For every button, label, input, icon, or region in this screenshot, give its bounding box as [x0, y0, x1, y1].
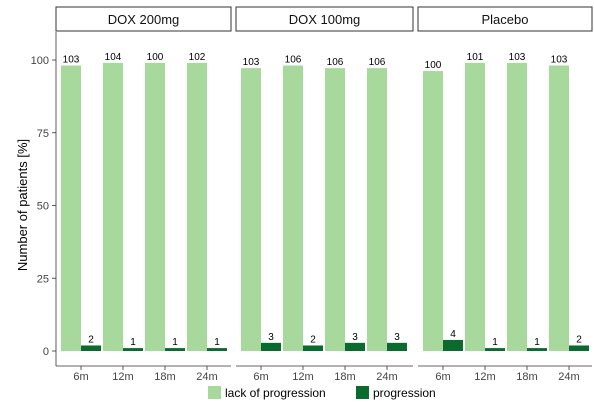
- data-label-progression: 1: [172, 337, 178, 348]
- bar-lack-of-progression: [187, 62, 207, 351]
- facet-panel: DOX 100mg 103 3 6m 106 2 12m 106 3 18m 106 3 24m: [235, 6, 414, 383]
- bar-lack-of-progression: [325, 68, 345, 351]
- x-tick-label: 6m: [435, 371, 450, 383]
- y-axis: 0 25 50 75 100: [31, 32, 57, 366]
- bar-lack-of-progression: [145, 62, 165, 351]
- bar-progression: [485, 348, 505, 351]
- x-tick-label: 18m: [516, 371, 537, 383]
- data-label-progression: 1: [534, 337, 540, 348]
- bar-progression: [303, 345, 323, 351]
- facet-strip: [417, 6, 593, 32]
- data-label-progression: 2: [310, 334, 316, 345]
- facet-panel: DOX 200mg 103 2 6m 104 1 12m 100 1 18m 102 1 24m: [55, 6, 232, 383]
- data-label-progression: 3: [352, 332, 358, 343]
- data-label-lack-of-progression: 103: [243, 57, 260, 68]
- y-tick-label: 75: [37, 128, 49, 140]
- bar-progression: [123, 348, 143, 351]
- data-label-lack-of-progression: 100: [425, 60, 442, 71]
- legend-label-lack-of-progression: lack of progression: [225, 386, 326, 400]
- data-label-progression: 3: [394, 332, 400, 343]
- bar-progression: [387, 342, 407, 351]
- x-tick-label: 18m: [334, 371, 355, 383]
- data-label-progression: 1: [214, 337, 220, 348]
- bar-progression: [345, 342, 365, 351]
- data-label-lack-of-progression: 101: [467, 52, 484, 63]
- data-label-lack-of-progression: 106: [369, 57, 386, 68]
- data-label-progression: 1: [492, 337, 498, 348]
- legend-swatch-progression: [356, 386, 369, 399]
- bar-lack-of-progression: [507, 62, 527, 351]
- bar-lack-of-progression: [103, 62, 123, 351]
- data-label-lack-of-progression: 106: [285, 55, 302, 66]
- bar-lack-of-progression: [61, 65, 81, 352]
- bar-progression: [261, 342, 281, 351]
- data-label-lack-of-progression: 104: [105, 52, 122, 63]
- facet-title: Placebo: [482, 12, 529, 27]
- x-tick-label: 12m: [474, 371, 495, 383]
- data-label-progression: 2: [576, 334, 582, 345]
- x-tick-label: 18m: [154, 371, 175, 383]
- bar-lack-of-progression: [423, 71, 443, 352]
- data-label-lack-of-progression: 103: [63, 55, 80, 66]
- x-tick-label: 24m: [196, 371, 217, 383]
- data-label-lack-of-progression: 103: [509, 52, 526, 63]
- y-tick-label: 0: [43, 346, 49, 358]
- y-axis-label: Number of patients [%]: [15, 139, 30, 271]
- y-tick-label: 25: [37, 273, 49, 285]
- x-tick-label: 6m: [73, 371, 88, 383]
- x-tick-label: 12m: [112, 371, 133, 383]
- data-label-lack-of-progression: 103: [551, 55, 568, 66]
- data-label-progression: 2: [88, 334, 94, 345]
- y-tick-label: 100: [31, 55, 49, 67]
- facet-title: DOX 100mg: [289, 12, 361, 27]
- data-label-progression: 1: [130, 337, 136, 348]
- data-label-lack-of-progression: 106: [327, 57, 344, 68]
- bar-progression: [81, 345, 101, 351]
- facet-title: DOX 200mg: [108, 12, 180, 27]
- y-tick-label: 50: [37, 201, 49, 213]
- facet-panel: Placebo 100 4 6m 101 1 12m 103 1 18m 103 2 24m: [417, 6, 593, 383]
- bar-progression: [443, 339, 463, 351]
- x-tick-label: 6m: [253, 371, 268, 383]
- data-label-lack-of-progression: 102: [189, 52, 206, 63]
- facet-panels: DOX 200mg10326m104112m100118m102124mDOX …: [55, 6, 593, 383]
- bar-lack-of-progression: [549, 65, 569, 352]
- bar-lack-of-progression: [241, 68, 261, 351]
- x-tick-label: 24m: [376, 371, 397, 383]
- data-label-progression: 3: [268, 332, 274, 343]
- x-tick-label: 12m: [292, 371, 313, 383]
- facet-strip: [55, 6, 232, 32]
- bar-progression: [207, 348, 227, 351]
- data-label-lack-of-progression: 100: [147, 52, 164, 63]
- data-label-progression: 4: [450, 329, 456, 340]
- legend: lack of progression progression: [208, 386, 436, 400]
- bar-lack-of-progression: [283, 65, 303, 352]
- bar-progression: [527, 348, 547, 351]
- bar-progression: [569, 345, 589, 351]
- legend-swatch-lack-of-progression: [208, 386, 221, 399]
- legend-label-progression: progression: [373, 386, 436, 400]
- bar-lack-of-progression: [465, 62, 485, 351]
- x-tick-label: 24m: [558, 371, 579, 383]
- bar-lack-of-progression: [367, 68, 387, 351]
- bar-progression: [165, 348, 185, 351]
- facet-strip: [235, 6, 414, 32]
